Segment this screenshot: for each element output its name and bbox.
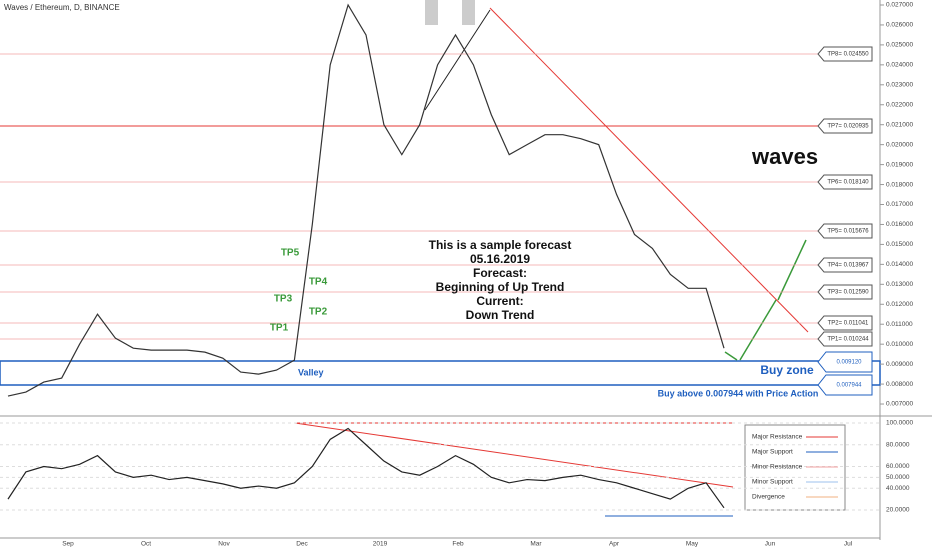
y-tick-label: 0.011000 xyxy=(886,321,913,328)
y-tick-label: 0.008000 xyxy=(886,381,913,388)
rsi-tick-label: 80.0000 xyxy=(886,441,910,448)
down-trend-line xyxy=(489,7,809,333)
rsi-tick-label: 50.0000 xyxy=(886,474,910,481)
tp-tag: TP2 xyxy=(309,307,328,318)
y-tick-label: 0.018000 xyxy=(886,181,913,188)
x-tick-label: Nov xyxy=(218,541,230,548)
highlight xyxy=(462,0,475,25)
rsi-tick-label: 20.0000 xyxy=(886,507,910,514)
price-line xyxy=(7,3,725,397)
x-tick-label: 2019 xyxy=(373,541,388,548)
support-tag xyxy=(817,351,873,373)
legend-label: Minor Resistance xyxy=(752,464,803,471)
level-tag xyxy=(817,118,873,134)
level-tag xyxy=(817,257,873,273)
legend-label: Minor Support xyxy=(752,479,793,486)
level-label: TP8= 0.024550 xyxy=(827,52,869,58)
x-tick-label: Oct xyxy=(141,541,151,548)
legend-label: Major Support xyxy=(752,449,793,456)
rsi-tick-label: 100.0000 xyxy=(886,420,913,427)
support-label: 0.009120 xyxy=(836,360,862,366)
support-tag xyxy=(817,374,873,396)
legend-label: Major Resistance xyxy=(752,434,803,441)
y-tick-label: 0.027000 xyxy=(886,2,913,9)
level-tag xyxy=(817,174,873,190)
legend-label: Divergence xyxy=(752,494,785,501)
up-trend-line xyxy=(424,9,491,111)
level-tag xyxy=(817,46,873,62)
x-tick-label: Dec xyxy=(296,541,308,548)
rsi-tick-label: 40.0000 xyxy=(886,485,910,492)
tp-tag: TP4 xyxy=(309,277,328,288)
symbol-label: waves xyxy=(751,144,818,169)
level-tag xyxy=(817,223,873,239)
forecast-text: This is a sample forecast xyxy=(429,238,572,252)
level-label: TP5= 0.015676 xyxy=(827,229,869,235)
tp-tag: TP3 xyxy=(274,294,293,305)
forecast-text: Beginning of Up Trend xyxy=(436,280,565,294)
forecast-text: Current: xyxy=(476,294,523,308)
level-tag xyxy=(817,315,873,331)
y-tick-label: 0.015000 xyxy=(886,241,913,248)
level-label: TP6= 0.018140 xyxy=(827,180,869,186)
buy-above-label: Buy above 0.007944 with Price Action xyxy=(658,388,819,398)
x-tick-label: Feb xyxy=(452,541,464,548)
y-tick-label: 0.016000 xyxy=(886,221,913,228)
x-tick-label: Apr xyxy=(609,541,620,548)
y-tick-label: 0.024000 xyxy=(886,62,913,69)
x-tick-label: Jul xyxy=(844,541,853,548)
y-tick-label: 0.020000 xyxy=(886,141,913,148)
forecast-text: 05.16.2019 xyxy=(470,252,530,266)
y-tick-label: 0.007000 xyxy=(886,401,913,408)
y-tick-label: 0.017000 xyxy=(886,201,913,208)
y-tick-label: 0.014000 xyxy=(886,261,913,268)
x-tick-label: May xyxy=(686,541,699,548)
level-label: TP3= 0.012590 xyxy=(827,290,869,296)
level-label: TP4= 0.013967 xyxy=(827,263,869,269)
arrow xyxy=(777,239,807,301)
y-tick-label: 0.021000 xyxy=(886,121,913,128)
buy-zone-label: Buy zone xyxy=(760,363,814,377)
tp-tag: TP5 xyxy=(281,248,300,259)
forecast-text: Forecast: xyxy=(473,266,527,280)
buy-zone-box xyxy=(0,360,881,386)
y-tick-label: 0.025000 xyxy=(886,42,913,49)
support-label: 0.007944 xyxy=(836,383,862,389)
y-tick-label: 0.013000 xyxy=(886,281,913,288)
arrow xyxy=(739,299,777,361)
arrow xyxy=(724,351,738,361)
chart-title: Waves / Ethereum, D, BINANCE xyxy=(4,3,120,12)
tp-tag: TP1 xyxy=(270,323,289,334)
level-tag xyxy=(817,331,873,347)
level-label: TP2= 0.011041 xyxy=(828,321,869,327)
highlight xyxy=(425,0,438,25)
forecast-text: Down Trend xyxy=(466,308,535,322)
x-tick-label: Mar xyxy=(530,541,542,548)
valley-label: Valley xyxy=(298,367,324,377)
rsi-trend-line xyxy=(294,422,734,488)
y-tick-label: 0.009000 xyxy=(886,361,913,368)
level-label: TP1= 0.010244 xyxy=(827,337,869,343)
level-tag xyxy=(817,284,873,300)
y-tick-label: 0.019000 xyxy=(886,161,913,168)
x-tick-label: Sep xyxy=(62,541,74,548)
rsi-tick-label: 60.0000 xyxy=(886,463,910,470)
y-tick-label: 0.026000 xyxy=(886,22,913,29)
y-tick-label: 0.023000 xyxy=(886,82,913,89)
y-tick-label: 0.012000 xyxy=(886,301,913,308)
y-tick-label: 0.022000 xyxy=(886,101,913,108)
rsi-line xyxy=(7,427,725,509)
x-tick-label: Jun xyxy=(765,541,776,548)
y-tick-label: 0.010000 xyxy=(886,341,913,348)
level-label: TP7= 0.020935 xyxy=(827,124,869,130)
